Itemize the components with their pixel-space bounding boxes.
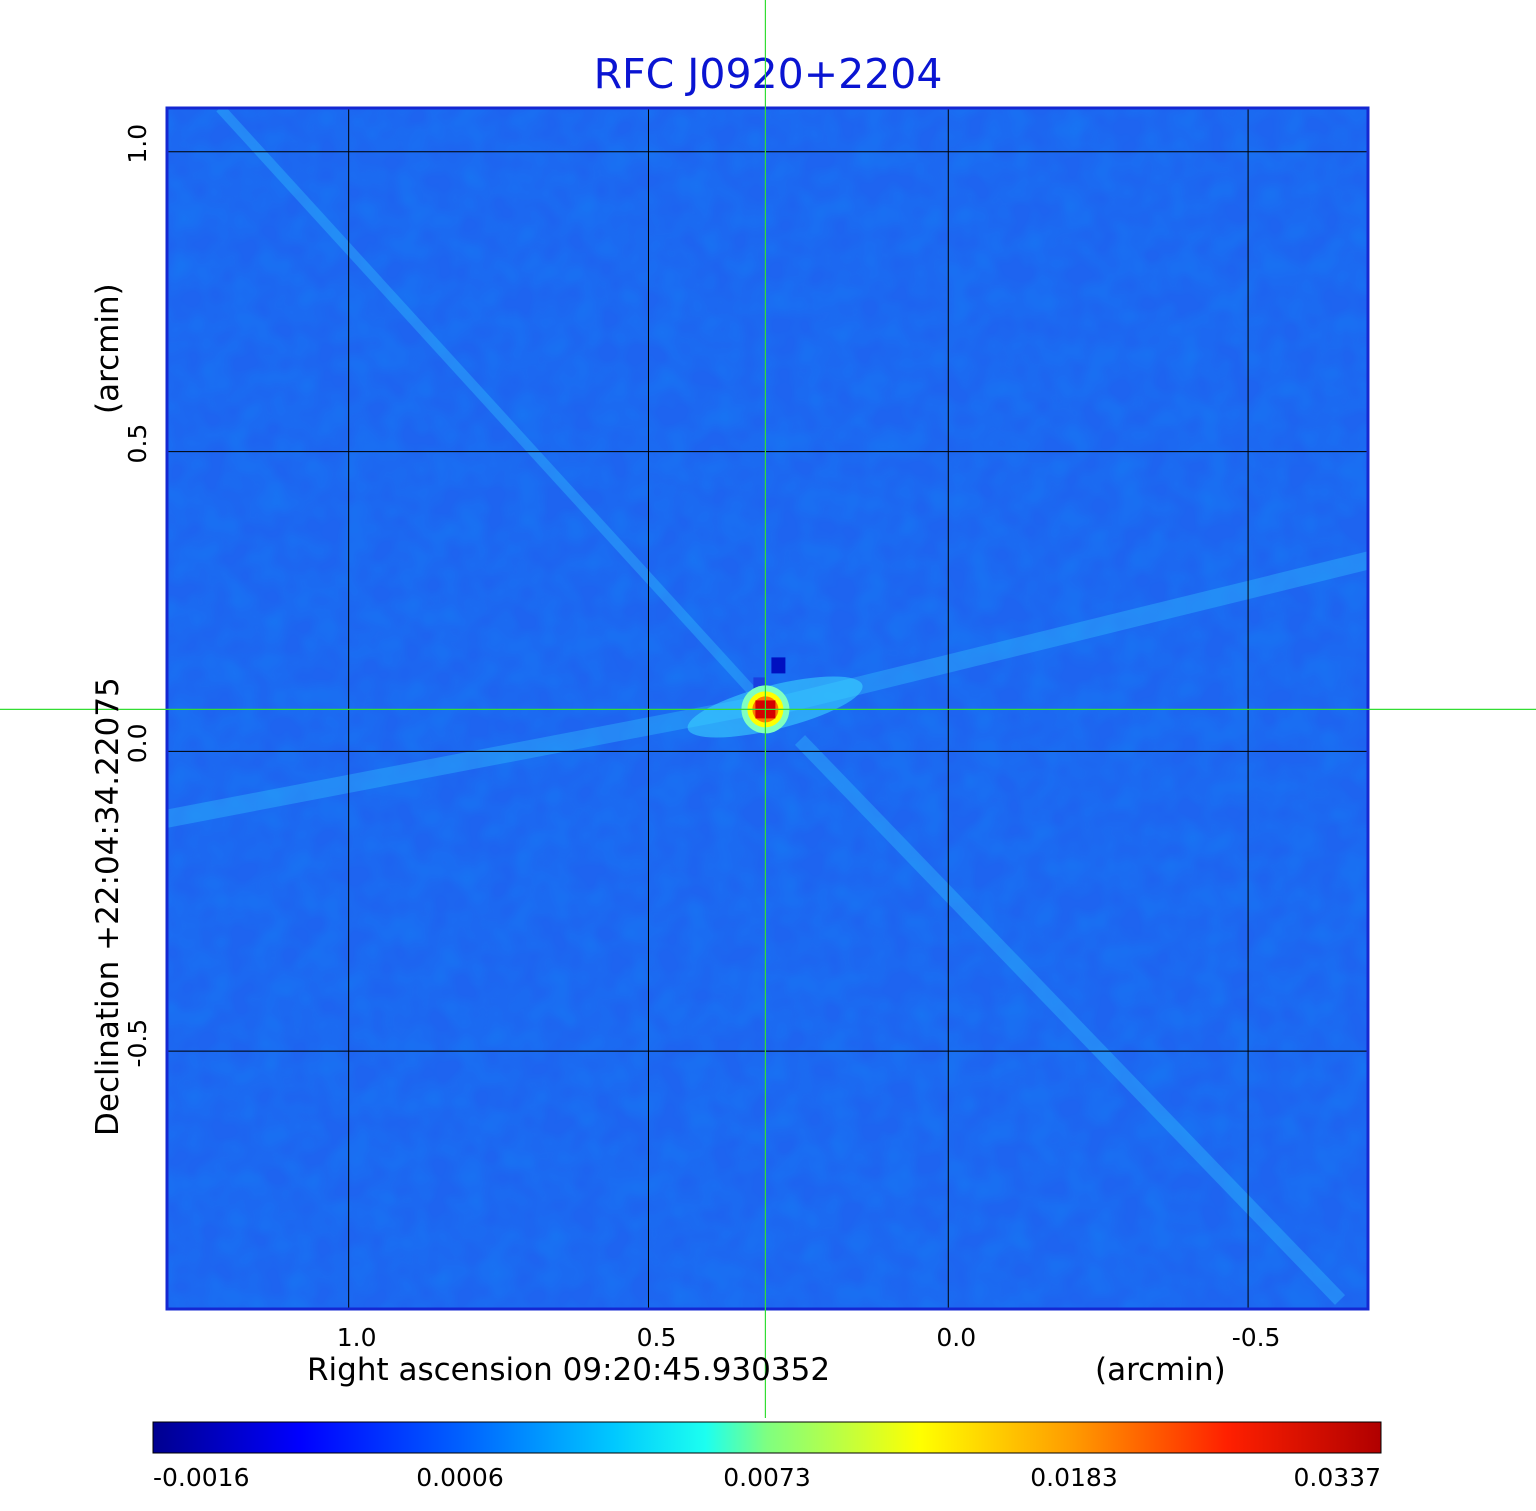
grid-lines	[167, 108, 1368, 1309]
chart-title: RFC J0920+2204	[594, 50, 943, 98]
colorbar-tick-label: 0.0183	[1030, 1463, 1117, 1492]
colorbar	[152, 1421, 1382, 1454]
colorbar-tick-label: 0.0337	[1294, 1463, 1381, 1492]
y-tick-label: 0.5	[123, 424, 152, 464]
y-tick-label: 0.0	[123, 723, 152, 763]
x-tick-label: 1.0	[337, 1323, 377, 1352]
x-axis-label: Right ascension 09:20:45.930352	[307, 1352, 830, 1388]
y-axis-tick-labels: 1.0 0.5 0.0 -0.5	[123, 124, 152, 1068]
crosshair	[0, 0, 1536, 1418]
y-tick-label: 1.0	[123, 124, 152, 164]
x-tick-label: 0.5	[637, 1323, 677, 1352]
source-peak	[687, 657, 863, 738]
y-axis-label: Declination +22:04:34.22075	[90, 677, 126, 1136]
x-tick-label: -0.5	[1232, 1323, 1281, 1352]
colorbar-tick-labels: -0.0016 0.0006 0.0073 0.0183 0.0337	[153, 1463, 1381, 1492]
colorbar-tick-label: 0.0006	[416, 1463, 503, 1492]
y-axis-unit: (arcmin)	[90, 283, 126, 414]
x-axis-unit: (arcmin)	[1095, 1352, 1226, 1388]
y-tick-label: -0.5	[123, 1019, 152, 1068]
sidelobe-streaks	[167, 108, 1368, 1305]
colorbar-tick-label: -0.0016	[153, 1463, 250, 1492]
plot-area	[167, 108, 1368, 1309]
x-tick-label: 0.0	[936, 1323, 976, 1352]
x-axis-tick-labels: 1.0 0.5 0.0 -0.5	[337, 1323, 1281, 1352]
plot-frame	[165, 106, 1370, 1311]
colorbar-tick-label: 0.0073	[723, 1463, 810, 1492]
peak-negative-lobe	[771, 657, 786, 674]
